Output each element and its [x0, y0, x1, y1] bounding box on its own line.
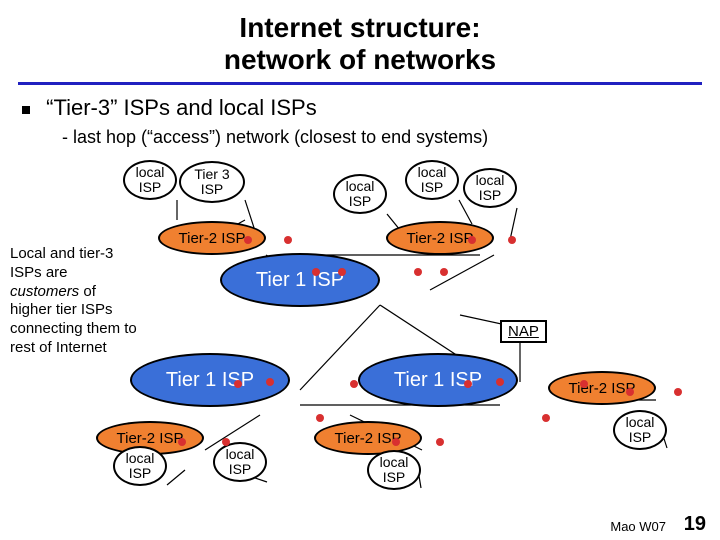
connection-dot [464, 380, 472, 388]
bullet-text: “Tier-3” ISPs and local ISPs [46, 95, 317, 120]
connection-dot [178, 438, 186, 446]
connection-dot [338, 268, 346, 276]
nap-box: NAP [500, 320, 547, 343]
connection-dot [580, 380, 588, 388]
local-node: localISP [113, 446, 167, 486]
connection-dot [674, 388, 682, 396]
connection-dot [316, 414, 324, 422]
connection-dot [244, 236, 252, 244]
local-node: localISP [613, 410, 667, 450]
local-node: localISP [405, 160, 459, 200]
title-line-2: network of networks [224, 44, 496, 75]
connection-dot [440, 268, 448, 276]
local-node: localISP [463, 168, 517, 208]
title-line-1: Internet structure: [239, 12, 480, 43]
connection-dot [468, 236, 476, 244]
connection-dot [312, 268, 320, 276]
connection-dot [234, 380, 242, 388]
tier2-node: Tier-2 ISP [548, 371, 656, 405]
tier1-node: Tier 1 ISP [220, 253, 380, 307]
tier2-node: Tier-2 ISP [314, 421, 422, 455]
connection-dot [496, 378, 504, 386]
local-node: localISP [367, 450, 421, 490]
local-node: localISP [123, 160, 177, 200]
tier3-node: Tier 3ISP [179, 161, 245, 203]
bullet-square-icon [22, 106, 30, 114]
tier1-node: Tier 1 ISP [358, 353, 518, 407]
connection-dot [392, 438, 400, 446]
connection-dot [222, 438, 230, 446]
connection-dot [266, 378, 274, 386]
local-node: localISP [213, 442, 267, 482]
connection-dot [436, 438, 444, 446]
connection-dot [350, 380, 358, 388]
connection-dot [626, 388, 634, 396]
connection-dot [508, 236, 516, 244]
sub-bullet: - last hop (“access”) network (closest t… [62, 127, 720, 148]
tier2-node: Tier-2 ISP [386, 221, 494, 255]
bullet-main: “Tier-3” ISPs and local ISPs [22, 95, 720, 121]
connection-dot [414, 268, 422, 276]
connection-dot [542, 414, 550, 422]
title-underline [18, 82, 702, 85]
local-node: localISP [333, 174, 387, 214]
network-diagram: Tier 1 ISPTier 1 ISPTier 1 ISPTier-2 ISP… [0, 150, 720, 530]
connection-dot [284, 236, 292, 244]
